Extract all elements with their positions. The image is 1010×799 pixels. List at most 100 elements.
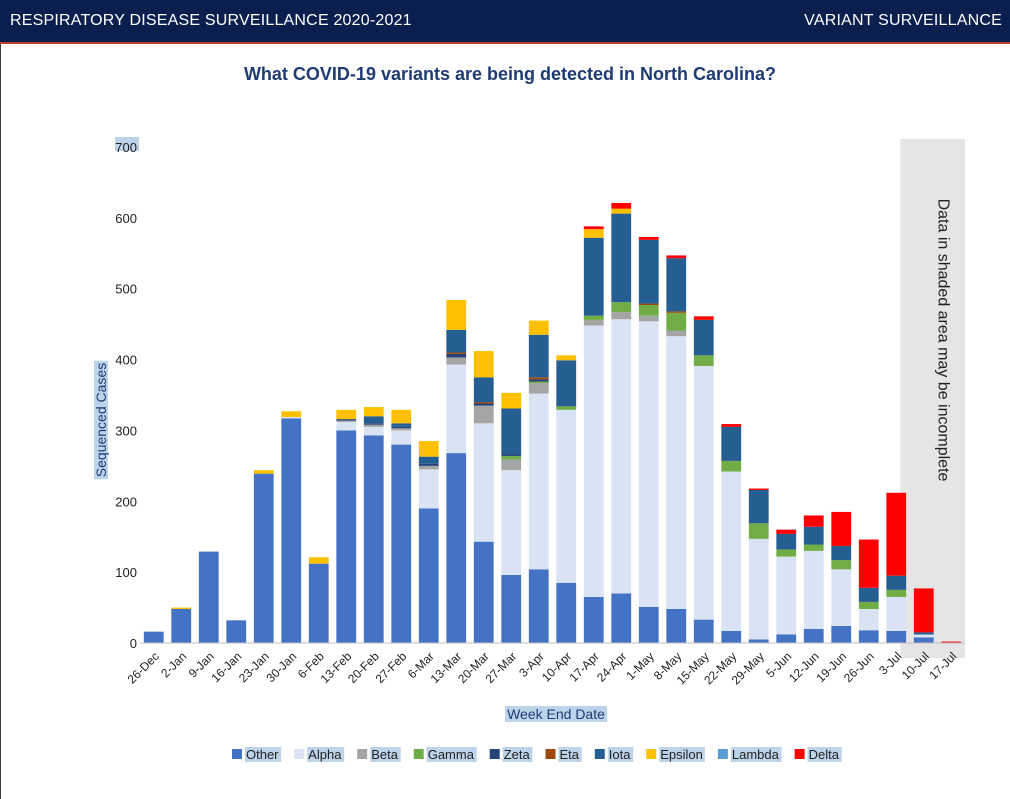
- bar-other-22-may: [721, 630, 742, 643]
- bar-beta-20-feb: [363, 424, 384, 427]
- bar-epsilon-23-jan: [253, 470, 274, 474]
- bar-other-15-may: [693, 619, 714, 643]
- bar-epsilon-20-mar: [473, 351, 494, 378]
- bar-delta-29-may: [748, 488, 769, 490]
- bar-zeta-27-feb: [391, 426, 412, 429]
- bar-eta-20-mar: [473, 402, 494, 404]
- bar-other-13-feb: [336, 430, 357, 643]
- bar-eta-1-may: [638, 303, 659, 306]
- bar-stack-27-mar: [501, 392, 522, 643]
- bar-iota-13-mar: [446, 329, 467, 353]
- bar-other-2-jan: [171, 608, 192, 643]
- legend-swatch: [717, 749, 728, 759]
- y-tick-label: 700: [115, 140, 137, 155]
- bar-stack-27-feb: [391, 409, 412, 643]
- bar-gamma-24-apr: [611, 302, 632, 313]
- bar-iota-19-jun: [831, 545, 852, 561]
- left-border: [0, 44, 1, 799]
- bar-stack-23-jan: [253, 470, 274, 643]
- x-axis-label-highlight: [505, 706, 608, 722]
- bar-alpha-30-jan: [281, 416, 302, 419]
- bar-iota-15-may: [693, 319, 714, 356]
- bar-stack-2-jan: [171, 607, 192, 643]
- legend-label: Beta: [371, 747, 399, 762]
- bar-alpha-20-mar: [473, 423, 494, 542]
- bar-iota-10-jul: [913, 632, 934, 635]
- legend-swatch: [646, 749, 657, 759]
- bar-epsilon-2-jan: [171, 607, 192, 609]
- bar-stack-10-apr: [556, 355, 577, 643]
- report-title: RESPIRATORY DISEASE SURVEILLANCE 2020-20…: [10, 12, 412, 29]
- bar-other-30-jan: [281, 418, 302, 643]
- bar-iota-12-jun: [803, 526, 824, 545]
- bar-gamma-26-jun: [858, 601, 879, 609]
- legend-item-zeta: Zeta: [489, 747, 533, 762]
- y-tick-label: 600: [115, 211, 137, 226]
- bar-stack-20-feb: [363, 407, 384, 643]
- bar-stack-29-may: [748, 488, 769, 643]
- bar-alpha-13-feb: [336, 421, 357, 431]
- bar-other-10-apr: [556, 582, 577, 643]
- bar-beta-17-apr: [583, 319, 604, 326]
- bar-beta-24-apr: [611, 312, 632, 320]
- bar-other-3-jul: [886, 630, 907, 643]
- x-tick-label-27-feb: 27-Feb: [373, 649, 410, 686]
- bar-alpha-24-apr: [611, 319, 632, 594]
- legend-item-beta: Beta: [357, 747, 401, 762]
- bar-iota-3-jul: [886, 575, 907, 590]
- bar-stack-24-apr: [611, 202, 632, 643]
- bar-iota-17-apr: [583, 237, 604, 316]
- x-axis-label: Week End Date: [507, 706, 605, 722]
- y-axis-label-highlight: [94, 360, 108, 480]
- bar-other-6-feb: [308, 563, 329, 643]
- legend-swatch: [545, 749, 556, 759]
- bar-stack-9-jan: [198, 551, 219, 643]
- bar-gamma-3-jul: [886, 589, 907, 597]
- bar-stack-5-jun: [776, 529, 797, 643]
- y-tick-label: 0: [130, 636, 137, 651]
- legend-item-lambda: Lambda: [717, 747, 782, 762]
- bar-stack-13-feb: [336, 409, 357, 643]
- x-tick-label-30-jan: 30-Jan: [264, 649, 300, 685]
- bar-alpha-22-may: [721, 471, 742, 631]
- y-tick-label: 400: [115, 353, 137, 368]
- bar-gamma-17-apr: [583, 315, 604, 320]
- bar-other-29-may: [748, 639, 769, 643]
- bar-gamma-12-jun: [803, 544, 824, 551]
- legend: Other Alpha Beta Gamma Zeta Eta Iota Epsilon Lam…: [232, 747, 842, 762]
- legend-label: Eta: [559, 747, 579, 762]
- bar-gamma-19-jun: [831, 560, 852, 570]
- bar-other-20-mar: [473, 541, 494, 643]
- legend-label-highlight: [426, 747, 477, 762]
- bar-stack-6-feb: [308, 557, 329, 643]
- legend-label: Other: [246, 747, 279, 762]
- bar-other-26-jun: [858, 630, 879, 643]
- legend-label: Alpha: [308, 747, 342, 762]
- bar-other-16-jan: [226, 620, 247, 643]
- bar-iota-6-mar: [418, 456, 439, 464]
- bars: [143, 202, 962, 643]
- legend-label: Lambda: [732, 747, 780, 762]
- bar-other-20-feb: [363, 435, 384, 643]
- bar-zeta-20-mar: [473, 403, 494, 406]
- bar-alpha-6-mar: [418, 469, 439, 509]
- bar-epsilon-27-mar: [501, 392, 522, 409]
- bar-delta-1-may: [638, 236, 659, 240]
- bar-stack-26-dec: [143, 631, 164, 643]
- bar-iota-29-may: [748, 489, 769, 524]
- legend-swatch: [594, 749, 605, 759]
- variant-stacked-bar-chart: What COVID-19 variants are being detecte…: [93, 64, 965, 762]
- bar-stack-3-jul: [886, 492, 907, 643]
- bar-stack-17-apr: [583, 226, 604, 643]
- x-tick-label-1-may: 1-May: [623, 649, 656, 682]
- legend-label-highlight: [245, 747, 282, 762]
- bar-epsilon-3-apr: [528, 320, 549, 335]
- bar-zeta-6-mar: [418, 463, 439, 466]
- x-tick-label-16-jan: 16-Jan: [209, 649, 245, 685]
- legend-label-highlight: [307, 747, 345, 762]
- legend-swatch: [294, 749, 305, 759]
- bar-alpha-5-jun: [776, 556, 797, 635]
- legend-item-other: Other: [232, 747, 282, 762]
- bar-epsilon-13-feb: [336, 409, 357, 420]
- bar-delta-17-jul: [941, 641, 962, 643]
